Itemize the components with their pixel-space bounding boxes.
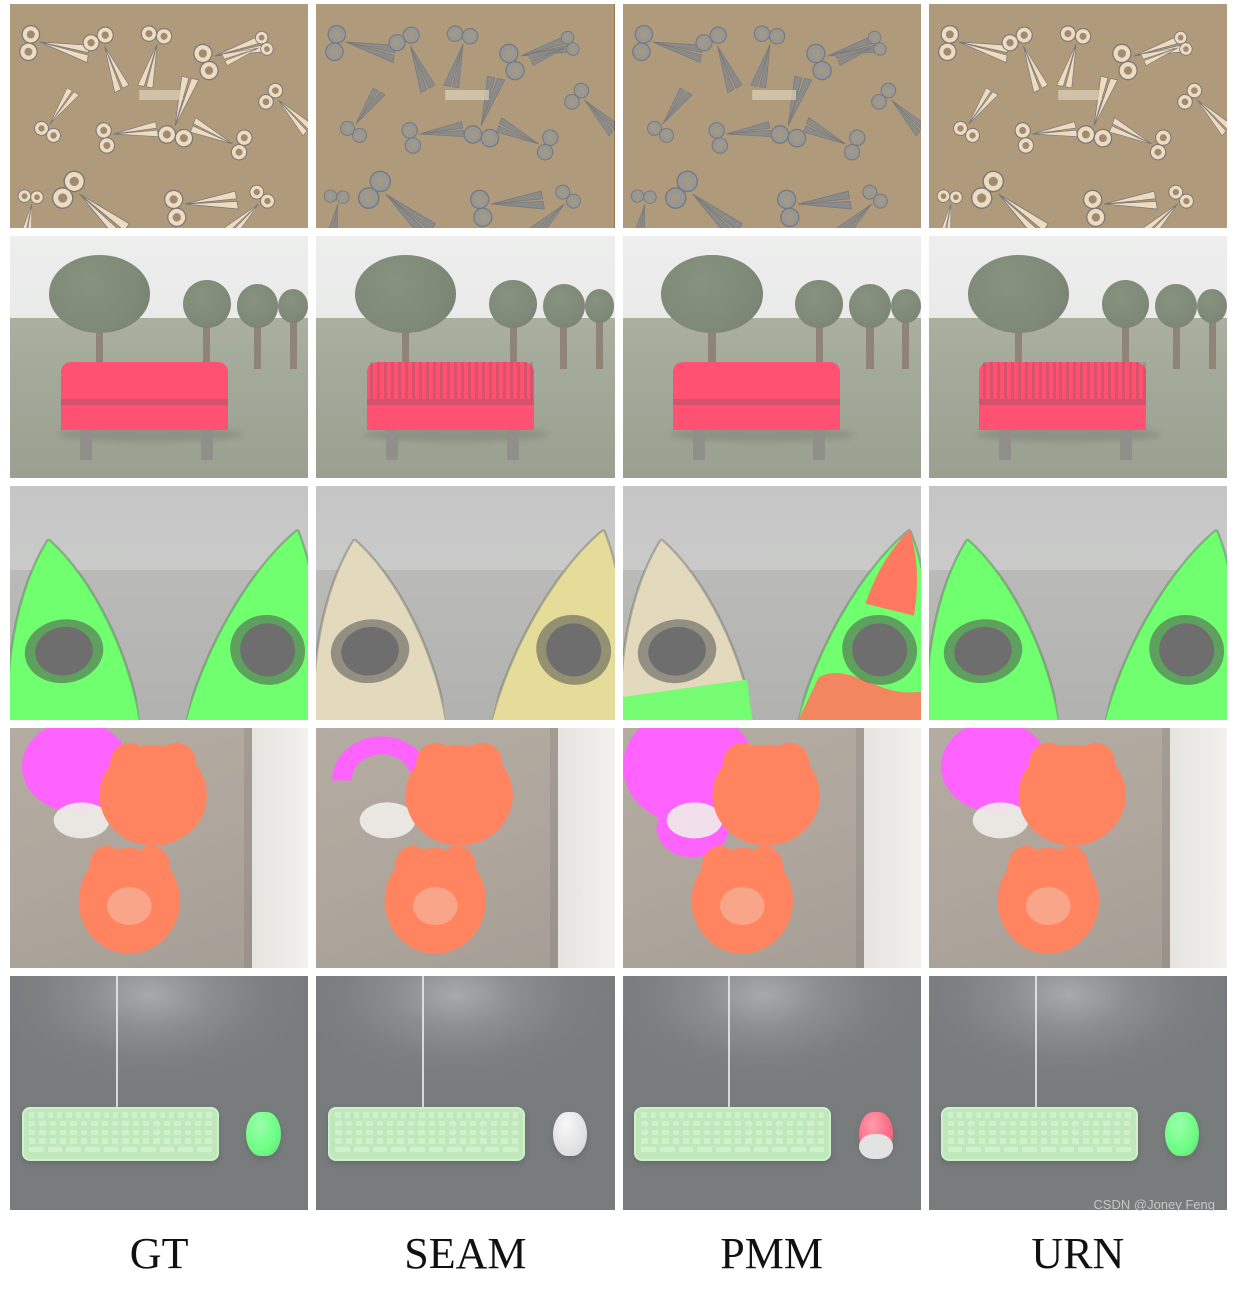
cell-toilet_dogs-gt	[10, 728, 308, 968]
cell-keyboard-pmm	[623, 976, 921, 1210]
figure-grid	[10, 4, 1227, 1210]
cell-bench-gt	[10, 236, 308, 478]
column-label-seam: SEAM	[316, 1228, 614, 1279]
cell-toilet_dogs-pmm	[623, 728, 921, 968]
column-label-gt: GT	[10, 1228, 308, 1279]
cell-scissors-pmm	[623, 4, 921, 228]
cell-kayaks-seam	[316, 486, 614, 720]
cell-scissors-seam	[316, 4, 614, 228]
cell-bench-pmm	[623, 236, 921, 478]
cell-keyboard-urn	[929, 976, 1227, 1210]
cell-bench-urn	[929, 236, 1227, 478]
column-label-urn: URN	[929, 1228, 1227, 1279]
cell-toilet_dogs-seam	[316, 728, 614, 968]
cell-kayaks-pmm	[623, 486, 921, 720]
cell-scissors-gt	[10, 4, 308, 228]
column-label-pmm: PMM	[623, 1228, 921, 1279]
cell-keyboard-gt	[10, 976, 308, 1210]
figure-root: GT SEAM PMM URN CSDN @Joney Feng	[0, 0, 1237, 1289]
cell-kayaks-gt	[10, 486, 308, 720]
cell-bench-seam	[316, 236, 614, 478]
cell-toilet_dogs-urn	[929, 728, 1227, 968]
cell-kayaks-urn	[929, 486, 1227, 720]
column-labels-row: GT SEAM PMM URN	[10, 1228, 1227, 1279]
cell-keyboard-seam	[316, 976, 614, 1210]
cell-scissors-urn	[929, 4, 1227, 228]
